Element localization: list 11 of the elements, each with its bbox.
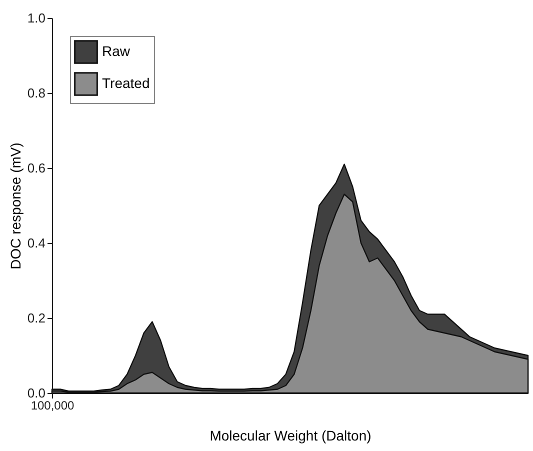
y-tick-label: 0.8 [27,86,46,100]
y-axis-title: DOC response (mV) [7,142,24,270]
y-tick-label: 0.6 [27,160,46,176]
y-tick-label: 0.2 [27,310,46,326]
y-tick-label: 0.0 [27,386,46,400]
y-tick-label: 1.0 [27,10,46,26]
x-axis-title: Molecular Weight (Dalton) [210,428,372,444]
x-tick-label: 100,000 [30,398,75,412]
legend-label: Raw [102,43,131,59]
y-tick-label: 0.4 [27,236,46,250]
legend-label: Treated [102,75,150,91]
